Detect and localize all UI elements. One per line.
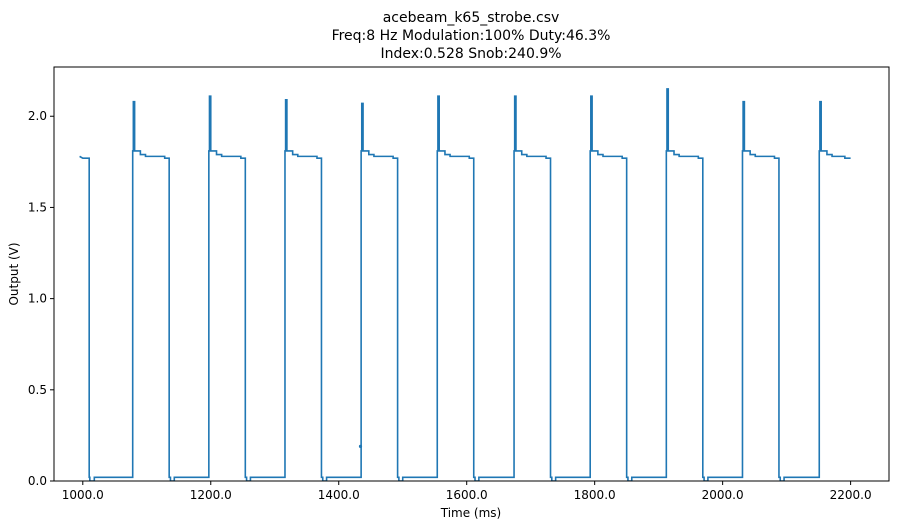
chart-title-line-2: Freq:8 Hz Modulation:100% Duty:46.3% [332,28,611,44]
chart-title-line-3: Index:0.528 Snob:240.9% [380,46,561,62]
chart-title-line-1: acebeam_k65_strobe.csv [383,10,560,26]
y-tick-label: 0.5 [28,383,47,397]
x-tick-label: 1200.0 [190,488,232,502]
y-tick-label: 1.0 [28,292,47,306]
x-axis-label: Time (ms) [440,506,502,520]
x-tick-label: 1600.0 [446,488,488,502]
outlier-point-0 [358,444,363,448]
series-layer [79,88,851,481]
series-line-0 [79,88,851,481]
y-tick-label: 2.0 [28,109,47,123]
plot-frame [53,66,890,482]
x-tick-label: 2200.0 [830,488,872,502]
y-axis: 0.0 0.5 1.0 1.5 2.0 [28,109,54,488]
y-tick-label: 0.0 [28,474,47,488]
x-tick-label: 2000.0 [702,488,744,502]
y-axis-label: Output (V) [7,242,21,305]
x-axis: 1000.0 1200.0 1400.0 1600.0 1800.0 2000.0 2200… [62,481,872,502]
x-tick-label: 1400.0 [318,488,360,502]
x-tick-label: 1800.0 [574,488,616,502]
y-tick-label: 1.5 [28,200,47,214]
x-tick-label: 1000.0 [62,488,104,502]
